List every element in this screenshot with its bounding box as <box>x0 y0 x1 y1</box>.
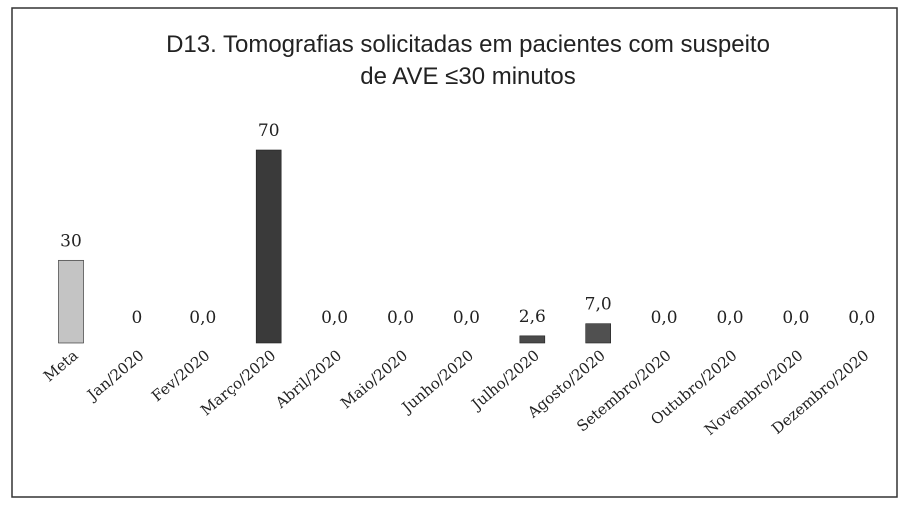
bar <box>519 335 546 344</box>
data-label: 0,0 <box>651 308 678 328</box>
data-label: 70 <box>258 121 280 141</box>
data-label: 0,0 <box>189 308 216 328</box>
data-label: 0,0 <box>321 308 348 328</box>
bar <box>255 149 282 344</box>
chart-frame <box>11 7 898 498</box>
bar <box>58 259 84 344</box>
data-label: 0,0 <box>387 308 414 328</box>
data-label: 2,6 <box>519 307 546 327</box>
chart-title: D13. Tomografias solicitadas em paciente… <box>166 31 770 58</box>
data-label: 0,0 <box>782 308 809 328</box>
chart-title: de AVE ≤30 minutos <box>360 63 576 90</box>
data-label: 0 <box>131 308 142 328</box>
data-label: 30 <box>60 231 82 251</box>
data-label: 0,0 <box>848 308 875 328</box>
data-label: 0,0 <box>716 308 743 328</box>
bar <box>585 323 612 344</box>
data-label: 0,0 <box>453 308 480 328</box>
data-label: 7,0 <box>585 295 612 315</box>
